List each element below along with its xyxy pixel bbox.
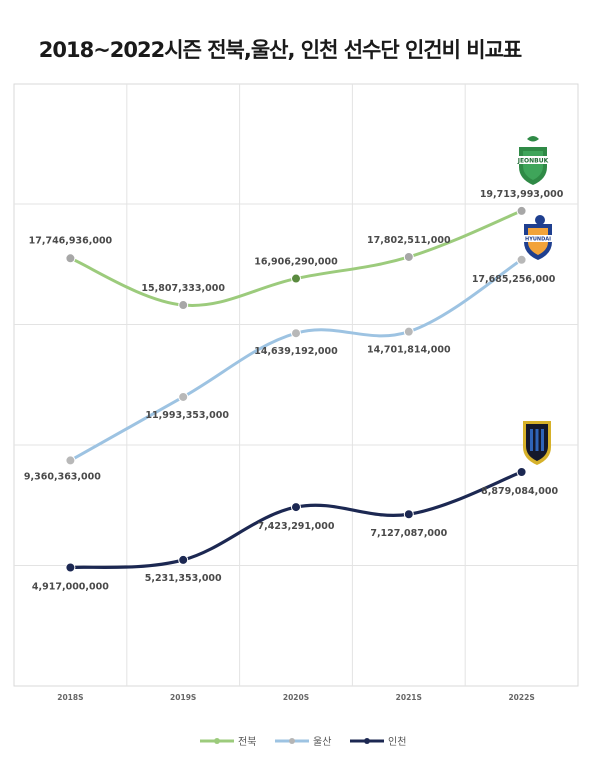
data-point [178,554,189,565]
x-tick-label: 2021S [396,693,422,702]
incheon-logo-icon [523,421,551,465]
data-point [65,253,76,264]
data-label: 9,360,363,000 [24,471,101,482]
data-point [403,509,414,520]
series-line-2 [68,470,524,570]
data-label: 15,807,333,000 [141,283,225,294]
data-label: 17,802,511,000 [367,235,451,246]
jeonbuk-logo-icon: JEONBUK [517,136,549,185]
plot-frame [13,83,579,687]
legend-marker-jeonbuk [200,737,234,744]
ulsan-logo-text: HYUNDAI [525,237,551,243]
data-label: 16,906,290,000 [254,257,338,268]
data-point [403,251,414,262]
series-line-1 [68,258,524,462]
data-point [65,455,76,466]
data-point [516,467,527,478]
data-label: 11,993,353,000 [145,410,229,421]
data-point [178,300,189,311]
data-point [291,328,301,339]
x-tick-label: 2018S [57,693,83,702]
x-tick-label: 2022S [508,693,534,702]
legend-item-jeonbuk: 전북 [200,733,256,748]
legend-label-jeonbuk: 전북 [238,737,257,748]
x-tick-label: 2020S [283,693,309,702]
data-point [516,254,527,265]
data-label: 5,231,353,000 [145,573,222,584]
data-point [291,273,301,284]
data-point [516,205,527,216]
data-label: 14,639,192,000 [254,346,338,357]
legend-marker-ulsan [275,737,309,744]
ulsan-logo-icon: HYUNDAI [523,215,553,260]
data-point [178,391,189,402]
legend-marker-incheon [350,737,384,744]
data-label: 4,917,000,000 [32,582,109,593]
legend-item-ulsan: 울산 [275,733,331,748]
data-label: 7,423,291,000 [258,521,335,532]
legend-item-incheon: 인천 [350,733,406,748]
data-label: 14,701,814,000 [367,345,451,356]
data-labels: 17,746,936,000 15,807,333,000 16,906,290,0… [24,189,564,593]
data-label: 19,713,993,000 [480,189,564,200]
series-points [65,205,527,573]
x-tick-label: 2019S [170,693,196,702]
legend-label-ulsan: 울산 [313,737,332,748]
x-axis-ticks: 2018S 2019S 2020S 2021S 2022S [57,693,534,702]
chart-grid [13,83,579,687]
legend-label-incheon: 인천 [388,737,407,748]
data-point [65,562,76,573]
data-label: 17,685,256,000 [472,274,556,285]
jeonbuk-logo-text: JEONBUK [517,158,549,165]
data-label: 8,879,084,000 [481,486,558,497]
data-point [403,326,414,337]
data-label: 17,746,936,000 [29,235,113,246]
data-point [291,502,301,513]
data-label: 7,127,087,000 [370,528,447,539]
chart-title: 2018~2022시즌 전북,울산, 인천 선수단 인건비 비교표 [38,38,522,62]
